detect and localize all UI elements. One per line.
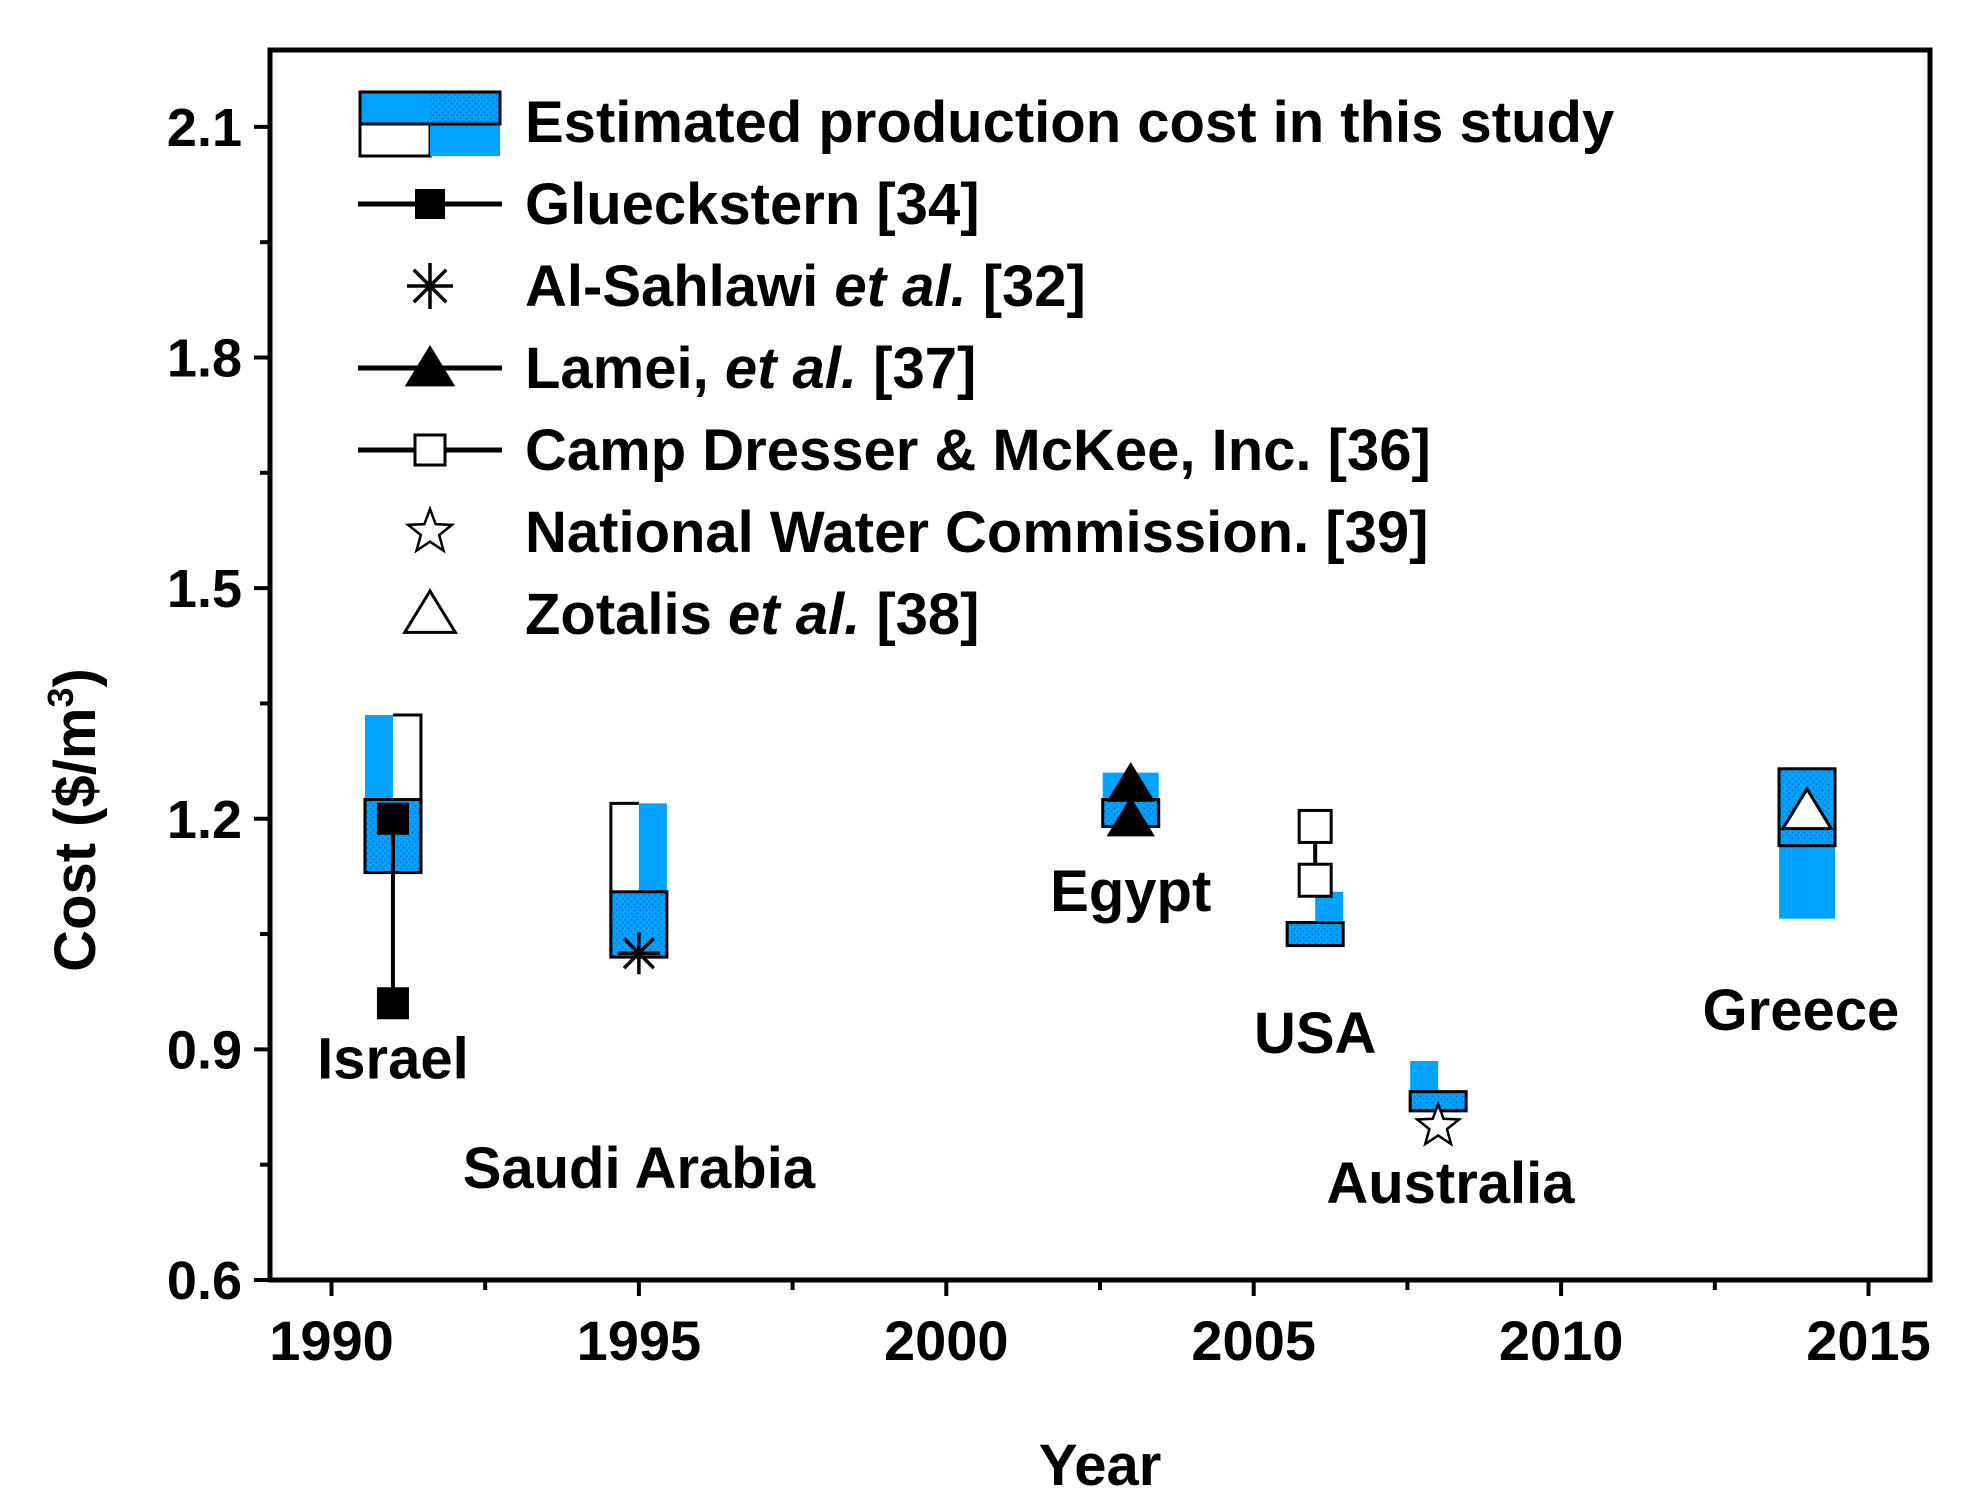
legend-label-part: [38] <box>860 582 979 647</box>
y-axis-label-close: ) <box>43 668 108 687</box>
series-filled-triangle <box>1106 762 1155 837</box>
legend-entry-cdm: Camp Dresser & McKee, Inc. [36] <box>358 418 1431 483</box>
legend-label: Camp Dresser & McKee, Inc. [36] <box>525 418 1431 483</box>
x-tick-label: 2000 <box>884 1309 1009 1372</box>
series-open-square <box>1297 808 1333 898</box>
legend-label: Zotalis et al. [38] <box>525 582 979 647</box>
legend-entry-estimated: Estimated production cost in this study <box>358 90 1614 158</box>
data-point <box>1413 1100 1463 1147</box>
legend-label: Estimated production cost in this study <box>525 90 1614 155</box>
legend-swatch-blue <box>360 92 430 124</box>
data-point <box>1297 862 1333 898</box>
legend-label-part: [32] <box>967 254 1086 319</box>
y-axis-label-main: Cost ($/m <box>43 708 108 972</box>
series-layer <box>376 762 1834 1147</box>
x-tick-label: 2015 <box>1806 1309 1931 1372</box>
y-tick-label: 1.2 <box>167 790 242 850</box>
x-tick-label: 1990 <box>269 1309 394 1372</box>
country-label: Greece <box>1703 978 1900 1043</box>
legend: Estimated production cost in this study G… <box>358 90 1614 647</box>
box-layer <box>363 713 1837 1113</box>
legend-swatch-dotted <box>430 92 500 124</box>
legend-marker <box>407 263 453 309</box>
y-axis-label: Cost ($/m3) <box>40 668 108 972</box>
y-axis-label-superscript: 3 <box>40 688 81 708</box>
cost-box-frame <box>1777 767 1837 848</box>
country-label: Australia <box>1326 1151 1575 1216</box>
data-point <box>1297 808 1333 844</box>
legend-label-part: Lamei, <box>525 336 725 401</box>
x-tick-label: 2010 <box>1499 1309 1624 1372</box>
legend-entry-zotalis: Zotalis et al. [38] <box>402 582 979 647</box>
y-tick-label: 0.9 <box>167 1020 242 1080</box>
x-tick-label: 2005 <box>1191 1309 1316 1372</box>
series-open-star <box>1413 1100 1463 1147</box>
legend-entry-lamei: Lamei, et al. [37] <box>358 336 976 401</box>
legend-marker <box>415 189 445 219</box>
country-label: USA <box>1254 1001 1376 1066</box>
x-axis-label: Year <box>1039 1433 1162 1498</box>
data-point <box>1106 796 1155 837</box>
series-asterisk <box>617 932 660 975</box>
series-open-triangle <box>1780 786 1834 831</box>
legend-label-part: [37] <box>857 336 976 401</box>
legend-label-part: Glueckstern [34] <box>525 172 980 237</box>
legend-label: Al-Sahlawi et al. [32] <box>525 254 1086 319</box>
data-point <box>376 802 409 835</box>
legend-swatch-frame <box>358 90 502 126</box>
country-label: Israel <box>317 1027 469 1092</box>
legend-label: National Water Commission. [39] <box>525 500 1428 565</box>
country-label: Saudi Arabia <box>463 1136 816 1201</box>
legend-label-part: et al. <box>834 254 966 319</box>
legend-swatch-white <box>358 122 432 158</box>
legend-entry-glueckstern: Glueckstern [34] <box>358 172 980 237</box>
y-tick-label: 0.6 <box>167 1251 242 1311</box>
data-point <box>1780 786 1834 831</box>
legend-entry-alsahlawi: Al-Sahlawi et al. [32] <box>407 254 1086 319</box>
legend-label-part: Camp Dresser & McKee, Inc. [36] <box>525 418 1431 483</box>
legend-label-part: Al-Sahlawi <box>525 254 834 319</box>
series-filled-square <box>376 802 409 1020</box>
legend-label-part: et al. <box>728 582 860 647</box>
y-tick-label: 1.5 <box>167 559 242 619</box>
legend-label-part: Zotalis <box>525 582 728 647</box>
x-tick-label: 1995 <box>577 1309 702 1372</box>
legend-marker <box>402 588 458 634</box>
data-point <box>376 987 409 1020</box>
legend-marker <box>413 433 447 467</box>
cost-box-frame <box>1285 921 1345 948</box>
data-point <box>617 932 660 975</box>
legend-label-part: National Water Commission. [39] <box>525 500 1428 565</box>
y-tick-label: 1.8 <box>167 329 242 389</box>
legend-label: Glueckstern [34] <box>525 172 980 237</box>
annotation-layer: Israel Saudi Arabia Egypt USA Australia Greec… <box>317 859 1899 1216</box>
legend-label: Lamei, et al. [37] <box>525 336 976 401</box>
legend-entry-nwc: National Water Commission. [39] <box>404 500 1428 565</box>
data-point <box>1106 762 1155 802</box>
legend-marker <box>404 505 456 554</box>
axes: 1990 1995 2000 2005 2010 2015 0.6 0.9 1.2 1.5 1.8 2… <box>167 98 1931 1372</box>
legend-label-part: et al. <box>725 336 857 401</box>
country-label: Egypt <box>1050 859 1211 924</box>
y-tick-label: 2.1 <box>167 98 242 158</box>
cost-box <box>1285 891 1345 948</box>
legend-label-part: Estimated production cost in this study <box>525 90 1614 155</box>
legend-marker <box>404 345 456 387</box>
cost-box <box>1777 767 1837 919</box>
plot-frame <box>267 47 1933 1283</box>
